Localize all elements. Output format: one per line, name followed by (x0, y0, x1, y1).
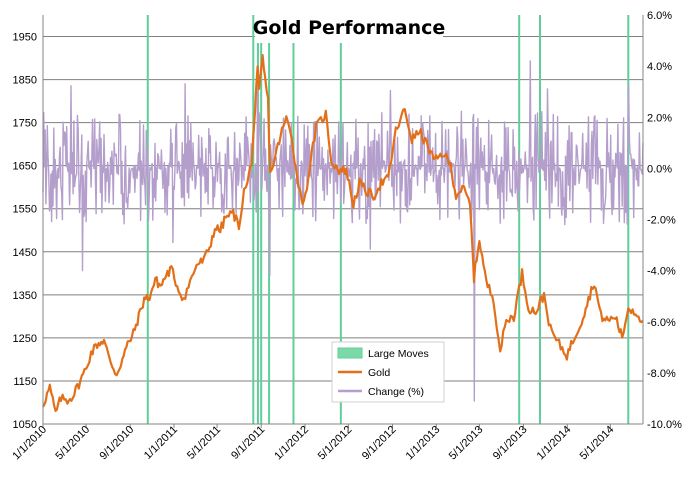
y-right-tick-label: -10.0% (647, 419, 682, 431)
x-tick-label: 5/1/2014 (578, 424, 617, 463)
x-tick-label: 5/1/2011 (185, 424, 223, 462)
x-tick-label: 1/1/2011 (142, 424, 180, 462)
y-left-tick-label: 1350 (13, 290, 37, 302)
legend: Large Moves Gold Change (%) (331, 341, 445, 403)
gold-series-layer (42, 53, 644, 412)
y-left-tick-label: 1750 (13, 118, 37, 130)
y-right-tick-label: -8.0% (647, 368, 676, 380)
y-right-tick-label: 0.0% (647, 163, 672, 175)
x-tick-label: 9/1/2013 (491, 424, 530, 463)
y-left-tick-label: 1950 (13, 32, 37, 44)
y-left-tick-label: 1850 (13, 75, 37, 87)
x-tick-label: 5/1/2013 (447, 424, 486, 463)
legend-label-large-moves: Large Moves (368, 348, 429, 360)
chart-title: Gold Performance (253, 17, 446, 39)
legend-label-change: Change (%) (368, 386, 424, 398)
y-right-tick-label: 2.0% (647, 112, 672, 124)
x-tick-label: 5/1/2010 (53, 424, 92, 463)
y-left-tick-label: 1250 (13, 333, 37, 345)
y-right-tick-label: -4.0% (647, 266, 676, 278)
y-left-tick-label: 1050 (13, 419, 37, 431)
title-layer: Gold Performance (253, 10, 446, 43)
x-tick-label: 1/1/2014 (535, 424, 574, 463)
legend-swatch-large-moves (337, 347, 363, 359)
title-box (255, 10, 443, 43)
x-tick-label: 1/1/2012 (272, 424, 311, 463)
y-right-tick-label: -2.0% (647, 215, 676, 227)
y-left-tick-label: 1650 (13, 161, 37, 173)
y-right-tick-label: 6.0% (647, 10, 672, 22)
x-tick-label: 9/1/2012 (360, 424, 399, 463)
gold-series-line (42, 53, 644, 412)
legend-label-gold: Gold (368, 367, 390, 379)
x-tick-label: 9/1/2011 (229, 424, 267, 462)
y-left-tick-label: 1450 (13, 247, 37, 259)
change-series-line (42, 60, 644, 402)
change-series-layer (42, 60, 644, 402)
x-tick-label: 1/1/2013 (404, 424, 443, 463)
x-tick-label: 9/1/2010 (98, 424, 137, 463)
y-right-tick-label: 4.0% (647, 61, 672, 73)
y-left-tick-label: 1550 (13, 204, 37, 216)
x-tick-label: 5/1/2012 (316, 424, 355, 463)
y-right-tick-label: -6.0% (647, 317, 676, 329)
y-left-tick-label: 1150 (13, 376, 37, 388)
